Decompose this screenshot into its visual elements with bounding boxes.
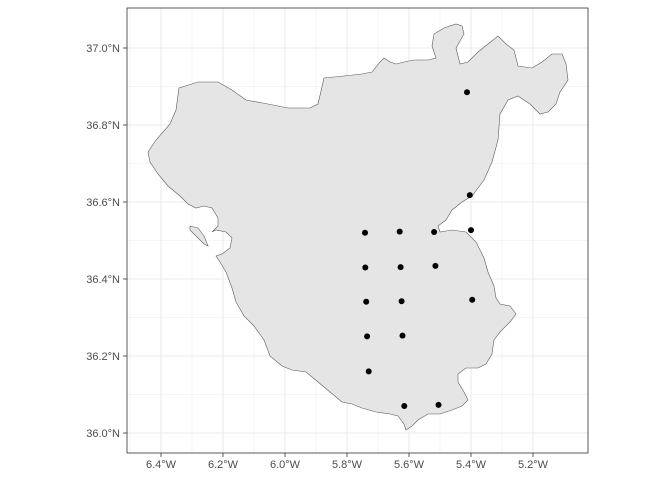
y-tick-label: 36.4°N xyxy=(86,274,120,286)
x-tick-label: 6.2°W xyxy=(208,459,239,471)
sample-point xyxy=(362,229,368,236)
y-tick-37-0n: 37.0°N xyxy=(86,43,127,55)
province-outline xyxy=(147,23,569,431)
sample-point xyxy=(468,227,474,234)
y-tick-label: 36.6°N xyxy=(86,197,120,209)
x-tick-label: 6.0°W xyxy=(270,459,301,471)
sample-point xyxy=(464,89,470,96)
x-tick-label: 5.6°W xyxy=(394,459,425,471)
sample-points xyxy=(362,89,476,409)
sample-point xyxy=(364,333,371,340)
x-axis: 6.4°W 6.2°W 6.0°W 5.8°W 5.6°W 5.4°W 5.2°… xyxy=(146,453,549,471)
y-tick-label: 36.8°N xyxy=(86,120,120,132)
x-tick-5-2w: 5.2°W xyxy=(518,453,549,471)
x-tick-label: 5.8°W xyxy=(332,459,363,471)
sample-point xyxy=(469,296,476,303)
plot-panel xyxy=(126,7,589,454)
y-tick-label: 36.0°N xyxy=(86,428,120,440)
sample-point xyxy=(399,332,406,339)
x-tick-6-4w: 6.4°W xyxy=(146,453,177,471)
x-tick-5-6w: 5.6°W xyxy=(394,453,425,471)
y-tick-label: 36.2°N xyxy=(86,351,120,363)
x-tick-5-8w: 5.8°W xyxy=(332,453,363,471)
x-tick-5-4w: 5.4°W xyxy=(456,453,487,471)
y-tick-36-2n: 36.2°N xyxy=(86,351,127,363)
sample-point xyxy=(398,298,405,305)
panel-border xyxy=(126,7,589,454)
y-tick-36-8n: 36.8°N xyxy=(86,120,127,132)
sample-point xyxy=(396,228,403,235)
y-tick-36-6n: 36.6°N xyxy=(86,197,127,209)
sample-point xyxy=(435,401,442,408)
sample-point xyxy=(431,229,438,235)
sample-point xyxy=(362,264,369,271)
y-tick-36-4n: 36.4°N xyxy=(86,274,127,286)
y-tick-label: 37.0°N xyxy=(86,43,120,55)
y-axis: 36.0°N 36.2°N 36.4°N 36.6°N 36.8°N 37.0°… xyxy=(86,43,127,440)
sample-point xyxy=(397,264,404,271)
x-tick-label: 6.4°W xyxy=(146,459,177,471)
x-tick-label: 5.2°W xyxy=(518,459,549,471)
y-tick-36-0n: 36.0°N xyxy=(86,428,127,440)
x-tick-label: 5.4°W xyxy=(456,459,487,471)
sample-point xyxy=(363,298,370,305)
sample-point xyxy=(466,192,473,199)
sample-point xyxy=(365,368,372,375)
x-tick-6-0w: 6.0°W xyxy=(270,453,301,471)
sample-point xyxy=(432,262,439,269)
sample-point xyxy=(401,403,408,409)
x-tick-6-2w: 6.2°W xyxy=(208,453,239,471)
